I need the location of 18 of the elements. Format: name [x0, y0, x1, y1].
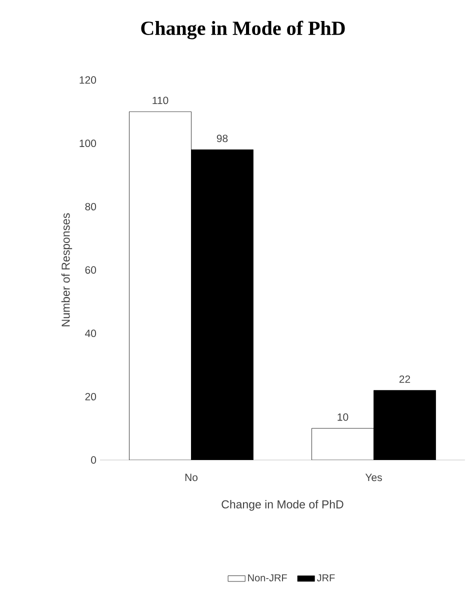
data-label: 22 [399, 375, 410, 383]
legend-label: Non-JRF [248, 574, 287, 582]
x-axis-title: Change in Mode of PhD [222, 500, 344, 511]
x-tick-label: No [185, 474, 198, 482]
data-label: 10 [338, 413, 348, 421]
y-axis-title: Number of Responses [61, 213, 72, 326]
legend-label: JRF [316, 574, 335, 582]
chart-title: Change in Mode of PhD [141, 20, 345, 40]
data-label: 110 [152, 96, 168, 104]
y-tick-label: 120 [80, 76, 96, 84]
x-tick-label: Yes [365, 474, 382, 482]
y-tick-label: 40 [85, 330, 96, 338]
y-tick-label: 60 [85, 266, 96, 274]
y-tick-label: 80 [85, 202, 96, 210]
y-tick-label: 0 [91, 456, 96, 464]
data-label: 98 [216, 134, 228, 142]
y-tick-label: 100 [80, 140, 96, 148]
y-tick-label: 20 [85, 392, 96, 400]
